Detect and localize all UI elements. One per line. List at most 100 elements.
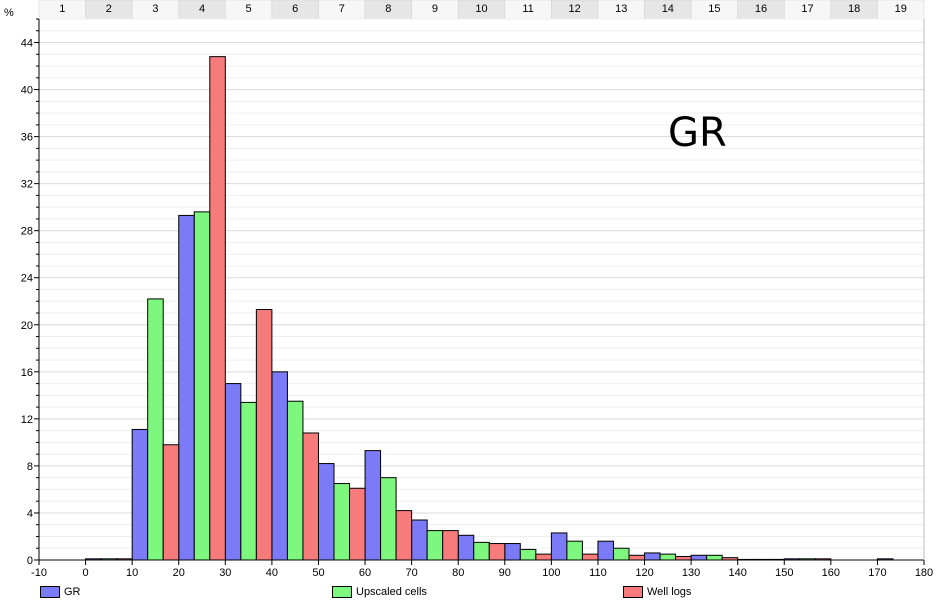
bar [162, 444, 180, 561]
bar [612, 547, 630, 561]
y-tick-label: 28 [21, 226, 33, 238]
y-tick-label: 0 [27, 555, 33, 567]
bar [519, 548, 537, 561]
bar [411, 519, 428, 561]
y-tick-label: 36 [21, 132, 33, 144]
bin-label: 5 [246, 3, 252, 15]
bin-label: 15 [708, 3, 720, 15]
y-tick-label: 4 [27, 508, 33, 520]
bar [349, 487, 366, 561]
x-axis-ticks: -10 0 10 20 30 40 50 60 70 80 90 100 110 120 130 140 150… [31, 560, 933, 579]
bar [147, 298, 164, 561]
bar [504, 543, 521, 561]
y-tick-label: 20 [21, 320, 33, 332]
x-tick-label: 180 [915, 567, 933, 579]
bar [286, 400, 304, 561]
legend-label-gr: GR [64, 586, 81, 598]
bar [224, 383, 242, 561]
bin-label: 18 [848, 3, 860, 15]
x-tick-label: -10 [31, 567, 47, 579]
bar [628, 554, 646, 561]
x-tick-label: 20 [173, 567, 185, 579]
bin-label: 4 [199, 3, 205, 15]
bin-label: 7 [339, 3, 345, 15]
bar [255, 308, 273, 561]
bin-label: 13 [615, 3, 627, 15]
bin-label: 8 [385, 3, 391, 15]
legend-label-upscaled-cells: Upscaled cells [356, 586, 427, 598]
bar [302, 432, 319, 561]
y-tick-label: 12 [21, 414, 33, 426]
bar [178, 214, 195, 561]
bar [581, 553, 599, 561]
x-tick-label: 150 [775, 567, 793, 579]
bar [659, 553, 677, 561]
bin-label: 11 [522, 3, 533, 15]
x-tick-label: 10 [126, 567, 138, 579]
bin-label: 19 [895, 3, 907, 15]
bin-label: 6 [292, 3, 298, 15]
bar [271, 371, 288, 561]
bar [364, 450, 382, 561]
bar [380, 477, 397, 561]
x-tick-label: 60 [359, 567, 371, 579]
bin-label: 2 [106, 3, 112, 15]
y-tick-label: 40 [21, 85, 33, 97]
bar [193, 211, 211, 561]
y-tick-label: 44 [21, 38, 33, 50]
bar [597, 540, 614, 561]
bar [426, 530, 444, 561]
y-tick-label: 32 [21, 179, 33, 191]
x-tick-label: 40 [266, 567, 278, 579]
chart-title: GR [668, 110, 727, 156]
y-tick-label: 8 [27, 461, 33, 473]
bar [690, 554, 708, 561]
bin-index-strip: 1 2 3 4 5 6 7 8 9 10 11 12 13 14 15 16 17 18 19 [38, 0, 925, 20]
bar [675, 555, 692, 561]
bin-label: 12 [569, 3, 581, 15]
bin-label: 16 [755, 3, 767, 15]
x-tick-label: 70 [406, 567, 418, 579]
y-tick-label: 24 [21, 273, 33, 285]
legend-item-well-logs: Well logs [623, 584, 691, 600]
bar [550, 532, 568, 561]
x-tick-label: 80 [452, 567, 464, 579]
x-tick-label: 130 [682, 567, 700, 579]
x-tick-label: 30 [219, 567, 231, 579]
x-tick-label: 90 [499, 567, 511, 579]
legend-item-upscaled-cells: Upscaled cells [332, 584, 427, 600]
legend-label-well-logs: Well logs [647, 586, 692, 598]
bar [209, 56, 226, 561]
bar [535, 553, 552, 561]
bar [457, 534, 475, 561]
bar [131, 428, 149, 561]
bar [706, 554, 723, 561]
bar [240, 401, 257, 561]
bin-label: 3 [152, 3, 158, 15]
bars [85, 56, 894, 561]
legend-swatch-well-logs [623, 586, 643, 598]
x-tick-label: 160 [822, 567, 840, 579]
x-tick-label: 100 [542, 567, 560, 579]
y-tick-label: 16 [21, 367, 33, 379]
bin-label: 9 [432, 3, 438, 15]
bar [473, 541, 490, 561]
bin-label: 1 [59, 3, 65, 15]
x-tick-label: 170 [868, 567, 886, 579]
y-axis-ticks: 0 4 8 12 16 20 24 28 32 36 40 44 [21, 18, 39, 567]
bin-label: 17 [801, 3, 813, 15]
x-tick-label: 140 [729, 567, 747, 579]
bar [395, 510, 413, 561]
legend-swatch-upscaled-cells [332, 586, 352, 598]
bin-label: 10 [475, 3, 487, 15]
bar [566, 540, 583, 561]
x-tick-label: 120 [635, 567, 653, 579]
legend-item-gr: GR [40, 584, 81, 600]
x-tick-label: 110 [589, 567, 607, 579]
legend-swatch-gr [40, 586, 60, 598]
x-tick-label: 50 [312, 567, 324, 579]
x-tick-label: 0 [83, 567, 89, 579]
bar [488, 543, 506, 561]
bar [333, 483, 351, 561]
